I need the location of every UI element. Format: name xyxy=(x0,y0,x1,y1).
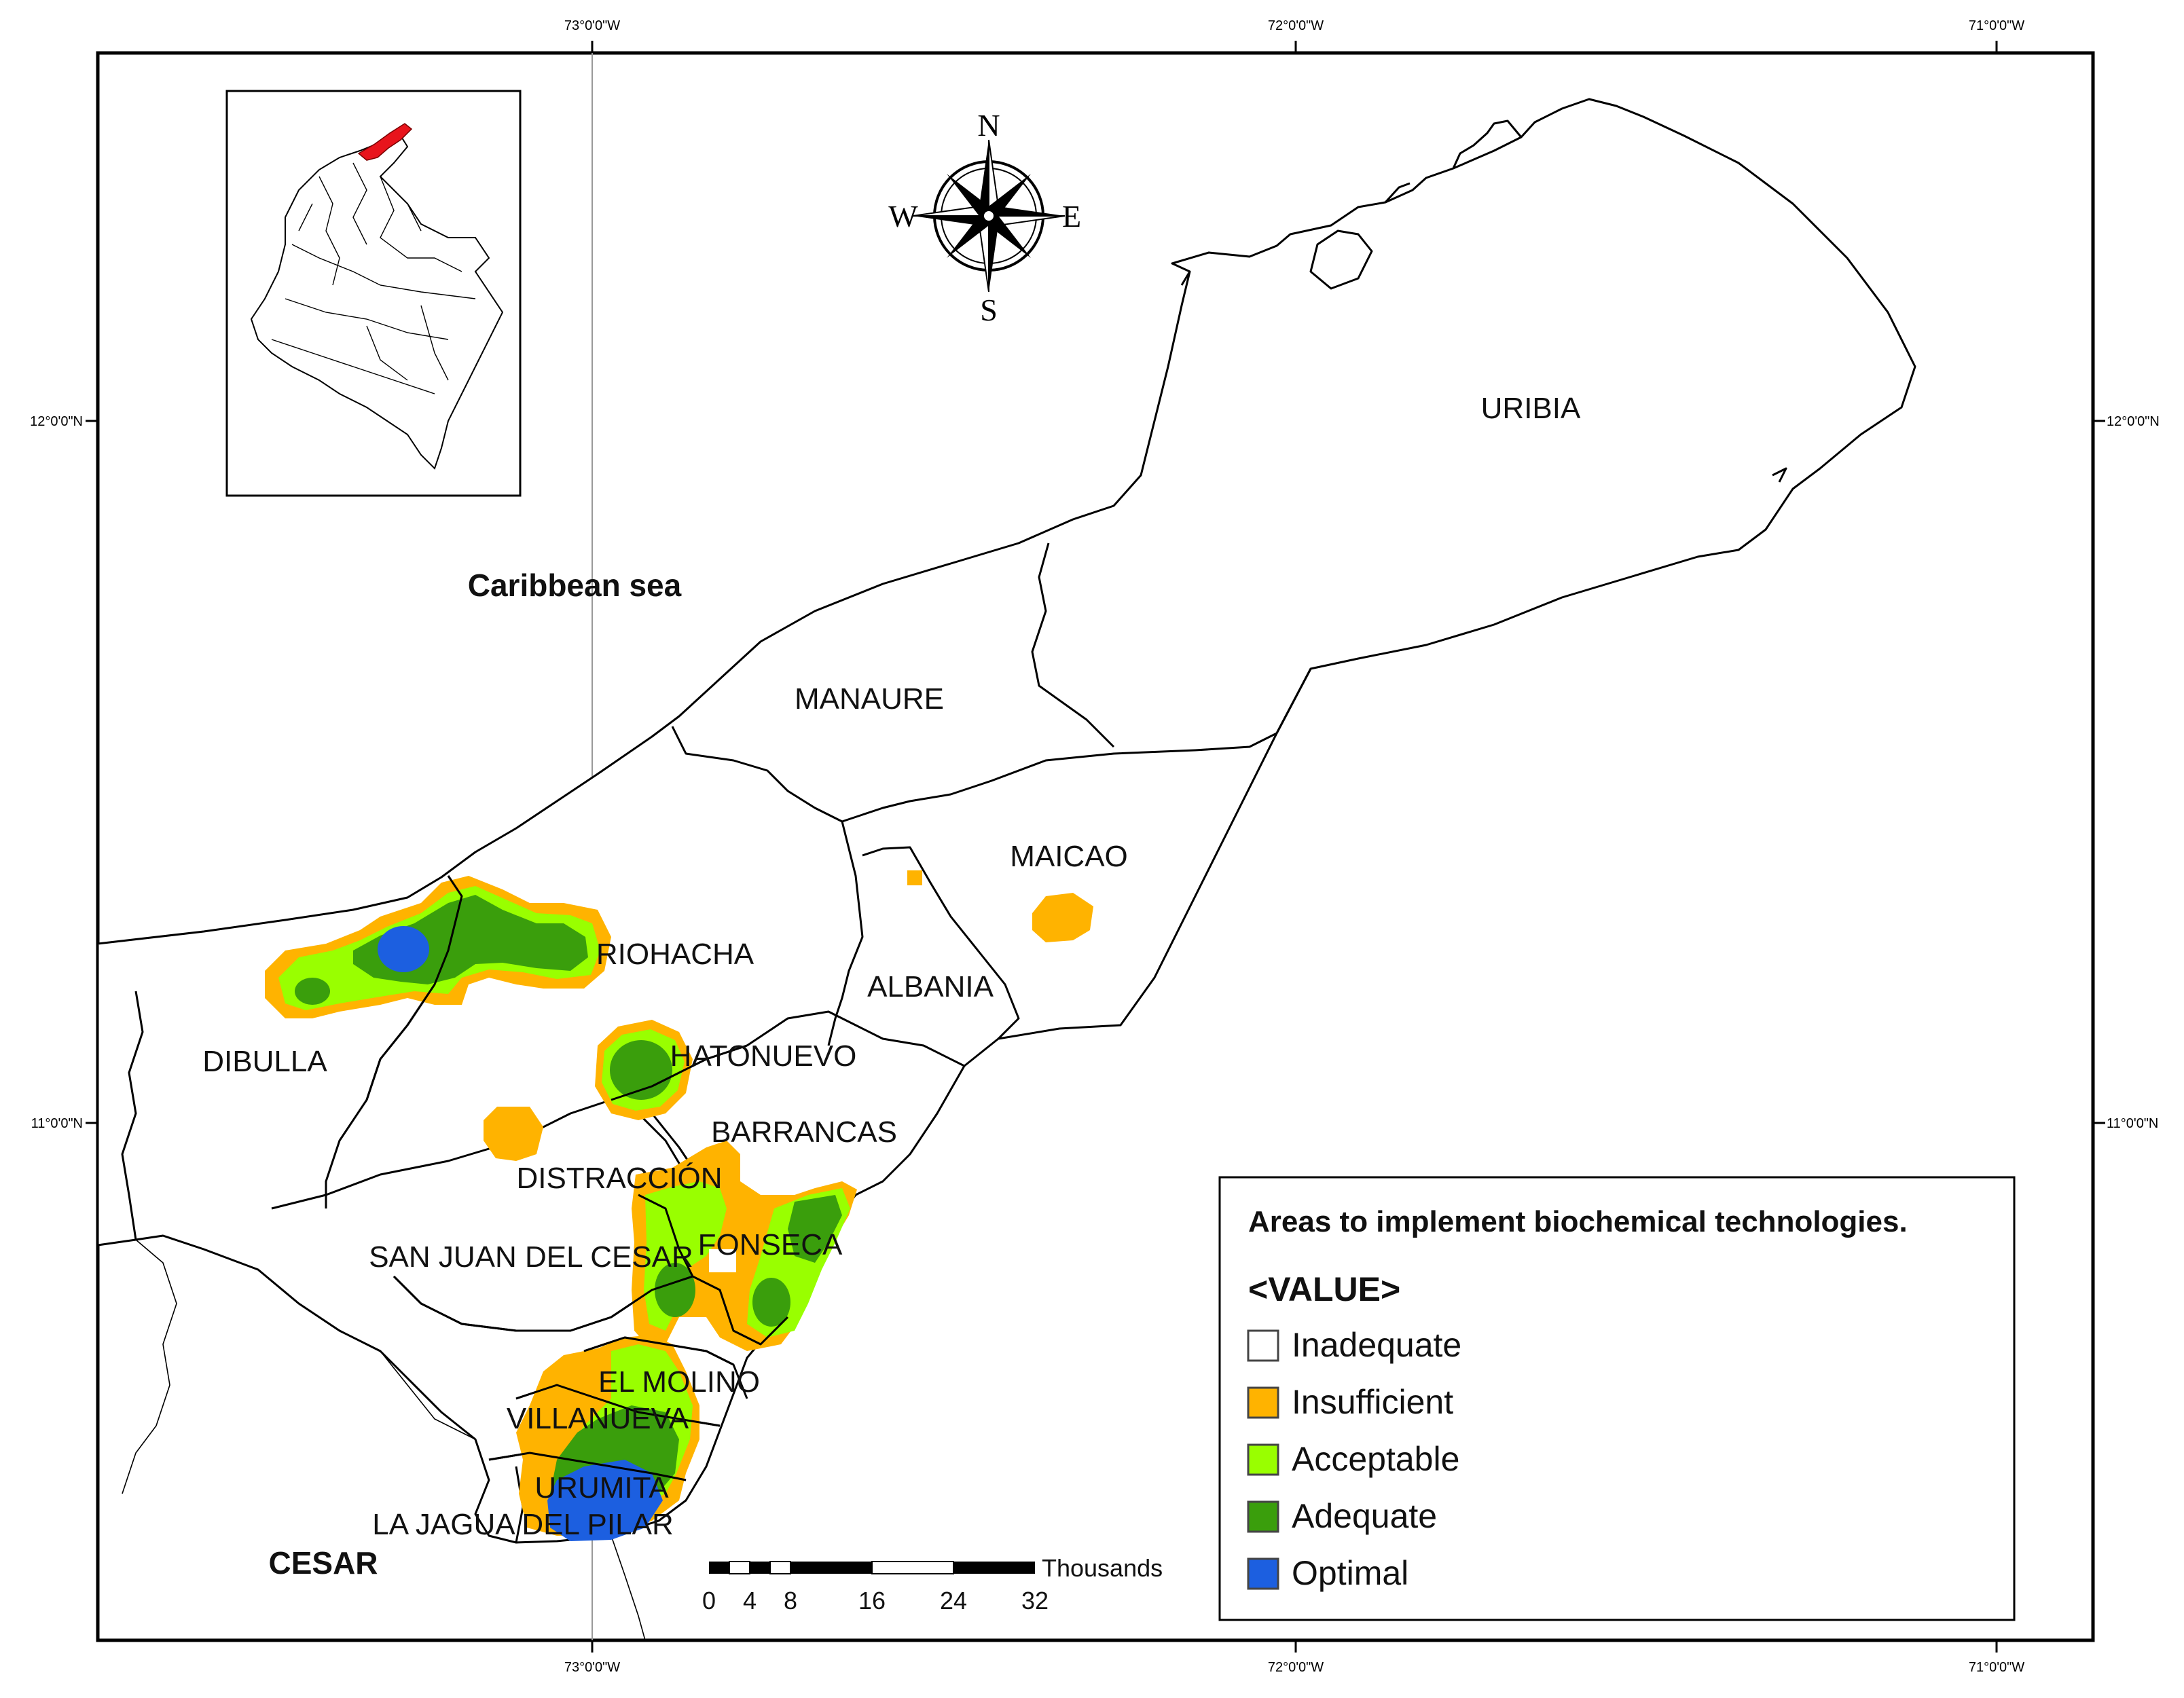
zone-adequate-sanjuan xyxy=(655,1263,695,1317)
label-la-jagua-del-pilar: LA JAGUA DEL PILAR xyxy=(372,1508,673,1541)
coord-top-73w: 73°0'0"W xyxy=(564,18,620,33)
legend-swatch-inadequate xyxy=(1247,1329,1279,1362)
inset-colombia-outline xyxy=(250,134,504,470)
legend-label-inadequate: Inadequate xyxy=(1292,1326,1461,1364)
zone-insufficient-albania xyxy=(907,870,922,885)
cape-peninsula xyxy=(1309,229,1373,290)
label-hatonuevo: HATONUEVO xyxy=(670,1039,857,1073)
compass-s: S xyxy=(980,293,998,327)
legend-swatch-adequate xyxy=(1247,1500,1279,1533)
label-cesar: CESAR xyxy=(268,1545,378,1581)
zone-adequate-dibulla xyxy=(295,978,330,1005)
boundaries-overlay xyxy=(365,875,789,1481)
label-villanueva: VILLANUEVA xyxy=(507,1402,689,1435)
zone-adequate-fonseca-south xyxy=(752,1278,790,1327)
boundary-dibulla-west xyxy=(121,991,144,1240)
legend-swatch-optimal xyxy=(1247,1557,1279,1590)
boundary-uribia-maicao xyxy=(1275,668,1312,734)
legend-label-insufficient: Insufficient xyxy=(1292,1383,1453,1421)
compass-w: W xyxy=(888,199,918,234)
scale-tick-0: 0 xyxy=(702,1587,716,1614)
label-barrancas: BARRANCAS xyxy=(711,1115,897,1149)
coord-right-11n: 11°0'0"N xyxy=(2107,1116,2158,1131)
legend: Areas to implement biochemical technolog… xyxy=(1218,1176,2016,1621)
coord-left-11n: 11°0'0"N xyxy=(31,1116,83,1131)
legend-field: <VALUE> xyxy=(1248,1270,1400,1308)
label-distraccion: DISTRACCIÓN xyxy=(516,1162,722,1195)
boundary-riohacha-albania xyxy=(827,821,864,1046)
legend-swatch-acceptable xyxy=(1247,1443,1279,1476)
scale-bar: Thousands 0 4 8 16 24 32 xyxy=(702,1554,1163,1614)
scale-tick-8: 8 xyxy=(784,1587,797,1614)
coord-top-72w: 72°0'0"W xyxy=(1268,18,1324,33)
legend-title: Areas to implement biochemical technolog… xyxy=(1248,1205,1908,1238)
zone-optimal-urumita xyxy=(547,1460,663,1541)
boundary-uribia-manaure xyxy=(1031,542,1115,748)
cesar-boundary xyxy=(122,1239,646,1641)
scale-tick-16: 16 xyxy=(858,1587,886,1614)
north-arrow: N S E W xyxy=(888,108,1081,327)
legend-label-optimal: Optimal xyxy=(1292,1554,1408,1592)
coord-left-12n: 12°0'0"N xyxy=(30,414,83,429)
scale-unit: Thousands xyxy=(1042,1554,1163,1582)
zone-insufficient-maicao xyxy=(1032,893,1093,942)
label-caribbean-sea: Caribbean sea xyxy=(468,568,682,603)
label-manaure: MANAURE xyxy=(795,682,944,716)
scale-tick-32: 32 xyxy=(1021,1587,1049,1614)
coord-bottom-71w: 71°0'0"W xyxy=(1969,1660,2024,1675)
coord-bottom-72w: 72°0'0"W xyxy=(1268,1660,1324,1675)
compass-n: N xyxy=(977,108,1000,143)
zone-blank-fonseca xyxy=(709,1249,736,1272)
coordinate-ticks xyxy=(86,41,2105,1653)
legend-frame xyxy=(1218,1176,2016,1621)
label-dibulla: DIBULLA xyxy=(202,1045,327,1078)
zone-insufficient-distraccion xyxy=(484,1107,543,1161)
coord-top-71w: 71°0'0"W xyxy=(1969,18,2024,33)
label-fonseca: FONSECA xyxy=(698,1228,843,1261)
label-urumita: URUMITA xyxy=(534,1471,669,1505)
boundary-albania-maicao xyxy=(862,846,1020,1040)
coord-bottom-73w: 73°0'0"W xyxy=(564,1660,620,1675)
label-maicao: MAICAO xyxy=(1010,840,1128,873)
boundary-manaure-south xyxy=(671,726,1277,823)
legend-label-acceptable: Acceptable xyxy=(1292,1440,1459,1478)
zone-adequate-fonseca xyxy=(788,1195,842,1263)
label-riohacha: RIOHACHA xyxy=(596,938,754,971)
label-el-molino: EL MOLINO xyxy=(598,1365,760,1399)
label-albania: ALBANIA xyxy=(867,970,994,1003)
inset-internal-lines xyxy=(271,162,476,394)
compass-e: E xyxy=(1062,199,1081,234)
scale-tick-4: 4 xyxy=(743,1587,757,1614)
inset-guajira-highlight xyxy=(357,123,413,161)
boundary-albania-hatonuevo xyxy=(746,1010,965,1067)
legend-label-adequate: Adequate xyxy=(1292,1497,1437,1535)
label-san-juan-del-cesar: SAN JUAN DEL CESAR xyxy=(369,1240,693,1274)
label-uribia: URIBIA xyxy=(1481,392,1581,425)
scale-tick-24: 24 xyxy=(940,1587,967,1614)
inset-map xyxy=(225,90,522,497)
zone-optimal-dibulla xyxy=(378,926,429,972)
coastline-detail xyxy=(1180,119,1787,483)
coord-right-12n: 12°0'0"N xyxy=(2107,414,2160,429)
legend-swatch-insufficient xyxy=(1247,1386,1279,1419)
suitability-heatmap xyxy=(265,870,1093,1541)
